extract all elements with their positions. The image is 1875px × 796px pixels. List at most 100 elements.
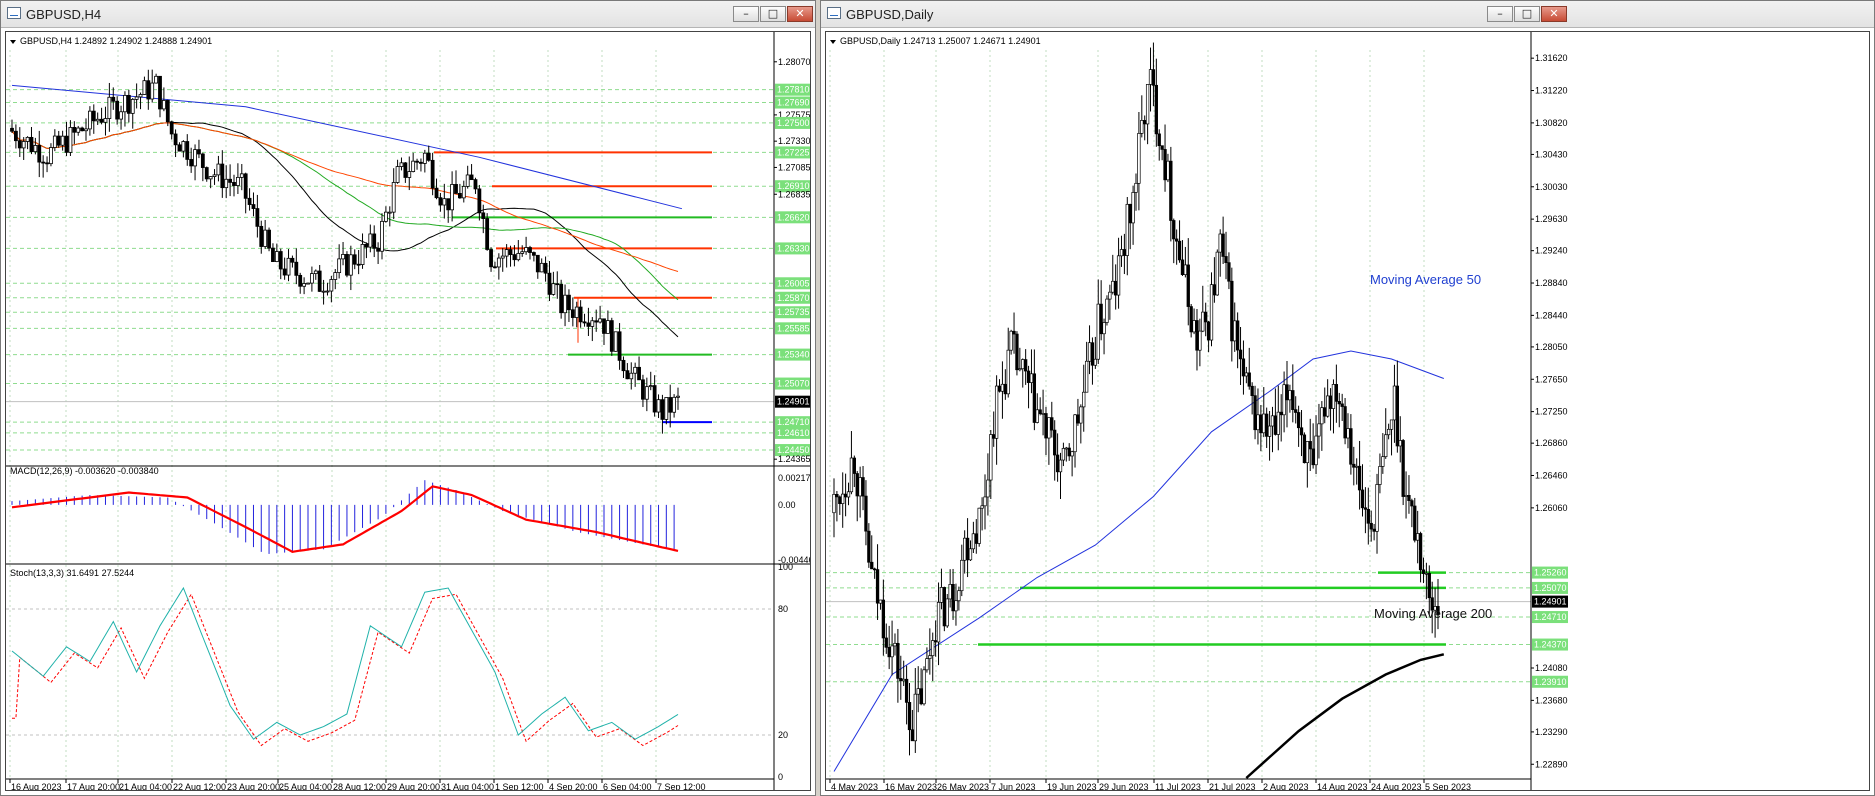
level-box	[775, 211, 810, 224]
candle-body	[56, 135, 61, 146]
candle-body	[247, 197, 252, 205]
candle-body	[1250, 385, 1254, 396]
candle-body	[1305, 441, 1309, 464]
candle-body	[1288, 390, 1292, 401]
candle-body	[321, 290, 326, 293]
candle-body	[430, 159, 435, 189]
candle-body	[563, 294, 567, 314]
candle-body	[87, 110, 92, 130]
candle-body	[547, 272, 552, 295]
daily-chart-window[interactable]: GBPUSD,Daily – □ ✕ 1.31620 1.31220 1.30820…	[820, 0, 1875, 796]
candle-body	[1067, 447, 1071, 457]
candle-body	[1140, 120, 1144, 134]
candle-body	[945, 598, 949, 627]
candle-body	[1355, 465, 1359, 468]
stoch-axis-label: 0	[778, 772, 783, 782]
candle-body	[531, 252, 536, 256]
candle-body	[1087, 342, 1092, 362]
h4-chart-window[interactable]: GBPUSD,H4 – □ ✕ 1.28070 1.27810 1.27690 1.2…	[0, 0, 816, 796]
candle-body	[1047, 417, 1051, 439]
candle-body	[1401, 440, 1405, 497]
window-titlebar[interactable]: GBPUSD,H4 – □ ✕	[1, 1, 815, 28]
candle-body	[496, 257, 501, 268]
candle-body	[668, 397, 673, 413]
candle-body	[1192, 320, 1196, 333]
price-axis-label: 1.28050	[1535, 342, 1568, 352]
candle-body	[960, 559, 964, 592]
candle-body	[890, 645, 894, 658]
candle-body	[1195, 320, 1199, 351]
candle-body	[461, 185, 466, 199]
moving-averages	[833, 350, 1445, 779]
time-axis-label: 11 Jul 2023	[1155, 782, 1201, 791]
chart-window-icon	[7, 7, 21, 19]
candle-body	[123, 94, 127, 113]
time-axis-label: 28 Aug 12:00	[333, 782, 386, 791]
close-button[interactable]: ✕	[1541, 6, 1567, 22]
candle-body	[625, 370, 630, 380]
candle-body	[33, 145, 38, 153]
time-axis-label: 23 Aug 20:00	[227, 782, 280, 791]
candle-body	[598, 318, 603, 323]
daily-chart-area[interactable]: 1.31620 1.31220 1.30820 1.30430 1.30030 1.296…	[825, 31, 1870, 791]
candle-body	[1076, 414, 1080, 424]
candle-body	[376, 247, 381, 252]
candle-body	[1111, 280, 1115, 293]
candle-body	[383, 211, 388, 222]
time-axis: 4 May 2023 16 May 2023 26 May 2023 7 Jun 20…	[826, 778, 1531, 791]
candle-body	[1096, 303, 1100, 360]
minimize-button[interactable]: –	[733, 6, 759, 22]
candle-body	[364, 243, 369, 248]
candle-body	[861, 477, 865, 497]
candle-body	[1183, 264, 1188, 275]
candle-body	[621, 359, 626, 372]
maximize-button[interactable]: □	[760, 6, 786, 22]
candle-body	[399, 162, 404, 167]
candle-body	[1224, 256, 1228, 263]
candle-body	[473, 179, 478, 190]
candle-body	[936, 602, 941, 643]
candle-body	[559, 284, 564, 314]
candle-body	[1157, 133, 1161, 147]
current-price-label: 1.24901	[777, 397, 810, 407]
minimize-button[interactable]: –	[1487, 6, 1513, 22]
candle-body	[524, 247, 529, 253]
price-axis: 1.31620 1.31220 1.30820 1.30430 1.30030 1.296…	[1530, 32, 1568, 790]
candle-body	[963, 537, 967, 561]
price-axis-label: 1.25585	[777, 323, 810, 333]
daily-chart-svg[interactable]: 1.31620 1.31220 1.30820 1.30430 1.30030 1.296…	[826, 32, 1870, 791]
candle-body	[239, 173, 244, 178]
candle-body	[1413, 505, 1417, 541]
candle-body	[1265, 413, 1269, 437]
maximize-button[interactable]: □	[1514, 6, 1540, 22]
grid	[9, 50, 657, 778]
candle-body	[1285, 384, 1289, 401]
candle-body	[633, 366, 638, 374]
candle-body	[360, 243, 365, 265]
candle-body	[1026, 370, 1031, 383]
candle-body	[134, 96, 139, 100]
candle-body	[1238, 349, 1243, 360]
candle-body	[1363, 507, 1368, 510]
candle-body	[1006, 349, 1010, 395]
candle-body	[84, 128, 88, 132]
level-box	[1532, 581, 1568, 594]
candle-body	[130, 98, 135, 114]
candle-body	[1352, 463, 1356, 468]
candle-body	[1082, 391, 1086, 408]
candle-body	[602, 318, 606, 334]
candle-body	[1235, 320, 1240, 351]
h4-chart-area[interactable]: 1.28070 1.27810 1.27690 1.27575 1.27500 1.273…	[5, 31, 811, 791]
price-axis-label: 1.28840	[1535, 278, 1568, 288]
candle-body	[403, 162, 408, 178]
candle-body	[1416, 533, 1420, 541]
window-title: GBPUSD,H4	[26, 7, 102, 22]
price-axis-label: 1.26060	[1535, 503, 1568, 513]
candle-body	[594, 320, 599, 323]
candle-body	[345, 254, 349, 276]
candle-body	[446, 198, 451, 211]
close-button[interactable]: ✕	[787, 6, 813, 22]
price-axis-label: 1.25340	[777, 350, 810, 360]
window-titlebar[interactable]: GBPUSD,Daily – □ ✕	[821, 1, 1874, 28]
